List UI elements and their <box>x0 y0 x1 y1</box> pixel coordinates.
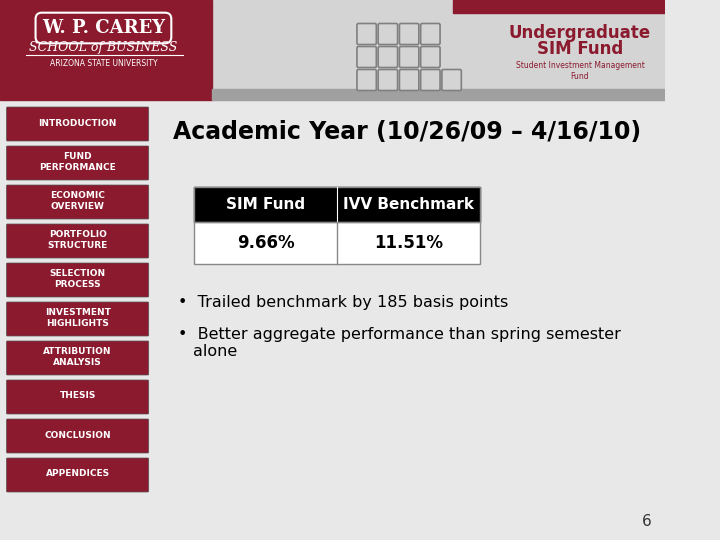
Text: •  Better aggregate performance than spring semester: • Better aggregate performance than spri… <box>179 327 621 342</box>
FancyBboxPatch shape <box>400 24 419 44</box>
Text: THESIS: THESIS <box>59 392 96 401</box>
Text: ECONOMIC
OVERVIEW: ECONOMIC OVERVIEW <box>50 191 105 211</box>
Text: INVESTMENT
HIGHLIGHTS: INVESTMENT HIGHLIGHTS <box>45 308 110 328</box>
FancyBboxPatch shape <box>442 70 462 91</box>
Text: Academic Year (10/26/09 – 4/16/10): Academic Year (10/26/09 – 4/16/10) <box>173 120 641 144</box>
FancyBboxPatch shape <box>357 24 377 44</box>
FancyBboxPatch shape <box>6 263 149 297</box>
Bar <box>194 187 480 222</box>
Text: SIM Fund: SIM Fund <box>537 40 623 58</box>
Text: 6: 6 <box>642 515 652 530</box>
FancyBboxPatch shape <box>6 380 149 414</box>
Bar <box>212 0 665 100</box>
FancyBboxPatch shape <box>6 302 149 336</box>
Bar <box>212 89 665 100</box>
Bar <box>194 187 480 222</box>
FancyBboxPatch shape <box>6 185 149 219</box>
Text: INTRODUCTION: INTRODUCTION <box>38 118 117 127</box>
Bar <box>194 222 480 264</box>
Text: PORTFOLIO
STRUCTURE: PORTFOLIO STRUCTURE <box>48 230 108 250</box>
Text: CONCLUSION: CONCLUSION <box>44 430 111 440</box>
FancyBboxPatch shape <box>6 458 149 492</box>
Text: SELECTION
PROCESS: SELECTION PROCESS <box>50 269 106 289</box>
Bar <box>0 100 155 540</box>
Text: alone: alone <box>193 345 238 360</box>
FancyBboxPatch shape <box>378 24 397 44</box>
Bar <box>0 0 212 100</box>
Text: SIM Fund: SIM Fund <box>226 197 305 212</box>
Text: •  Trailed benchmark by 185 basis points: • Trailed benchmark by 185 basis points <box>179 294 508 309</box>
FancyBboxPatch shape <box>420 70 440 91</box>
FancyBboxPatch shape <box>6 146 149 180</box>
Text: APPENDICES: APPENDICES <box>45 469 109 478</box>
Text: 11.51%: 11.51% <box>374 234 444 252</box>
FancyBboxPatch shape <box>6 224 149 258</box>
FancyBboxPatch shape <box>6 107 149 141</box>
FancyBboxPatch shape <box>378 70 397 91</box>
Text: IVV Benchmark: IVV Benchmark <box>343 197 474 212</box>
FancyBboxPatch shape <box>6 341 149 375</box>
FancyBboxPatch shape <box>357 46 377 68</box>
FancyBboxPatch shape <box>420 46 440 68</box>
Bar <box>453 0 665 13</box>
FancyBboxPatch shape <box>400 46 419 68</box>
Text: FUND
PERFORMANCE: FUND PERFORMANCE <box>39 152 116 172</box>
FancyBboxPatch shape <box>400 70 419 91</box>
Text: SCHOOL of BUSINESS: SCHOOL of BUSINESS <box>30 42 178 55</box>
FancyBboxPatch shape <box>6 419 149 453</box>
Text: Student Investment Management
Fund: Student Investment Management Fund <box>516 60 644 82</box>
FancyBboxPatch shape <box>357 70 377 91</box>
Text: ATTRIBUTION
ANALYSIS: ATTRIBUTION ANALYSIS <box>43 347 112 367</box>
Text: ARIZONA STATE UNIVERSITY: ARIZONA STATE UNIVERSITY <box>50 59 157 69</box>
FancyBboxPatch shape <box>420 24 440 44</box>
Text: 9.66%: 9.66% <box>237 234 294 252</box>
FancyBboxPatch shape <box>378 46 397 68</box>
Text: Undergraduate: Undergraduate <box>509 24 651 42</box>
Text: W. P. CAREY: W. P. CAREY <box>42 19 165 37</box>
